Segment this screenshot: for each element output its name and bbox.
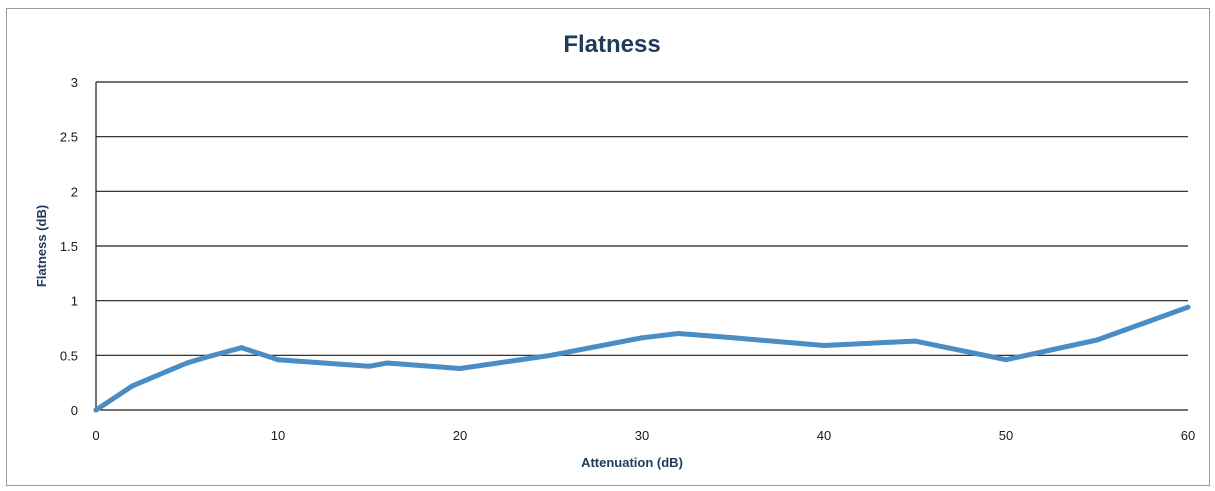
y-axis-label: Flatness (dB)	[34, 205, 49, 287]
y-tick-label: 1	[71, 294, 78, 309]
data-point	[821, 342, 827, 348]
data-point	[239, 345, 245, 351]
data-point	[912, 338, 918, 344]
data-point	[639, 335, 645, 341]
y-tick-label: 2.5	[60, 130, 78, 145]
data-point	[202, 355, 208, 361]
y-tick-label: 1.5	[60, 239, 78, 254]
y-tick-label: 2	[71, 184, 78, 199]
data-point	[384, 360, 390, 366]
data-point	[129, 383, 135, 389]
gridlines	[95, 81, 1188, 411]
x-tick-label: 40	[817, 428, 831, 443]
x-tick-label: 50	[999, 428, 1013, 443]
x-tick-label: 0	[92, 428, 99, 443]
series-layer	[93, 304, 1191, 413]
data-point	[730, 335, 736, 341]
data-point	[1094, 337, 1100, 343]
data-point	[166, 368, 172, 374]
y-tick-label: 3	[71, 75, 78, 90]
x-axis-ticks: 0 10 20 30 40 50 60	[92, 428, 1195, 443]
x-axis-label: Attenuation (dB)	[581, 455, 683, 470]
x-tick-label: 30	[635, 428, 649, 443]
y-tick-label: 0	[71, 403, 78, 418]
data-point	[548, 352, 554, 358]
data-point	[457, 365, 463, 371]
chart-title: Flatness	[563, 31, 660, 58]
data-point	[675, 330, 681, 336]
data-point	[1185, 304, 1191, 310]
data-point	[1003, 357, 1009, 363]
chart-frame	[6, 8, 1210, 486]
x-tick-label: 20	[453, 428, 467, 443]
data-point	[366, 363, 372, 369]
data-point	[184, 360, 190, 366]
x-tick-label: 60	[1181, 428, 1195, 443]
series-line	[93, 304, 1191, 413]
data-point	[93, 407, 99, 413]
y-tick-label: 0.5	[60, 348, 78, 363]
data-point	[275, 357, 281, 363]
x-tick-label: 10	[271, 428, 285, 443]
y-axis-ticks: 0 0.5 1 1.5 2 2.5 3	[60, 75, 78, 418]
